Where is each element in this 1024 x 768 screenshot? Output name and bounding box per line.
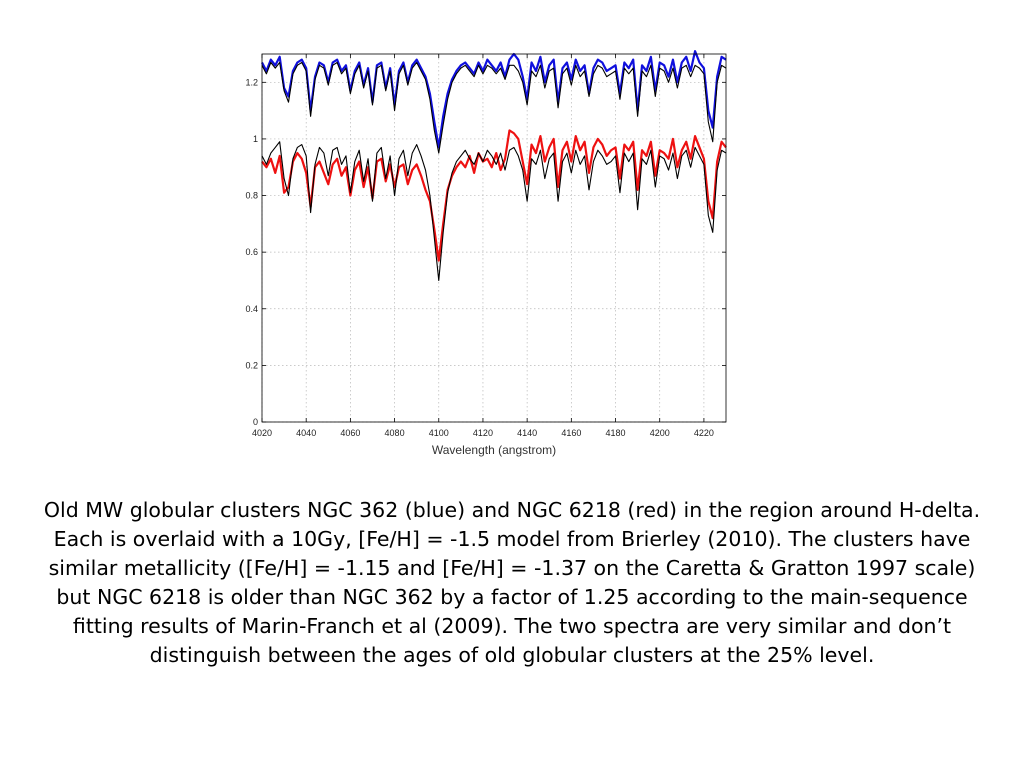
figure-caption: Old MW globular clusters NGC 362 (blue) … <box>43 498 981 667</box>
x-tick-label: 4180 <box>606 428 626 438</box>
x-tick-label: 4020 <box>252 428 272 438</box>
x-axis-label: Wavelength (angstrom) <box>432 443 556 457</box>
y-tick-label: 0 <box>253 417 258 427</box>
y-tick-label: 0.8 <box>245 191 258 201</box>
plot-area <box>262 54 726 422</box>
x-tick-label: 4080 <box>385 428 405 438</box>
spectrum-chart: 4020 4040 4060 4080 4100 4120 4140 4160 4180 4200… <box>240 48 740 468</box>
series-line-4 <box>261 141 727 282</box>
x-tick-label: 4060 <box>340 428 360 438</box>
x-tick-label: 4040 <box>296 428 316 438</box>
x-tick-label: 4120 <box>473 428 493 438</box>
y-tick-label: 0.6 <box>245 247 258 257</box>
series-line-2 <box>261 61 727 154</box>
axes-box <box>261 53 727 423</box>
x-tick-label: 4160 <box>561 428 581 438</box>
x-tick-label: 4220 <box>694 428 714 438</box>
series-line-1 <box>261 50 727 149</box>
x-tick-label: 4100 <box>429 428 449 438</box>
y-tick-label: 1 <box>253 134 258 144</box>
chart-canvas: 4020 4040 4060 4080 4100 4120 4140 4160 4180 4200… <box>245 50 727 457</box>
x-tick-label: 4140 <box>517 428 537 438</box>
y-tick-label: 0.4 <box>245 304 258 314</box>
y-tick-label: 0.2 <box>245 360 258 370</box>
y-tick-label: 1.2 <box>245 77 258 87</box>
x-tick-label: 4200 <box>650 428 670 438</box>
